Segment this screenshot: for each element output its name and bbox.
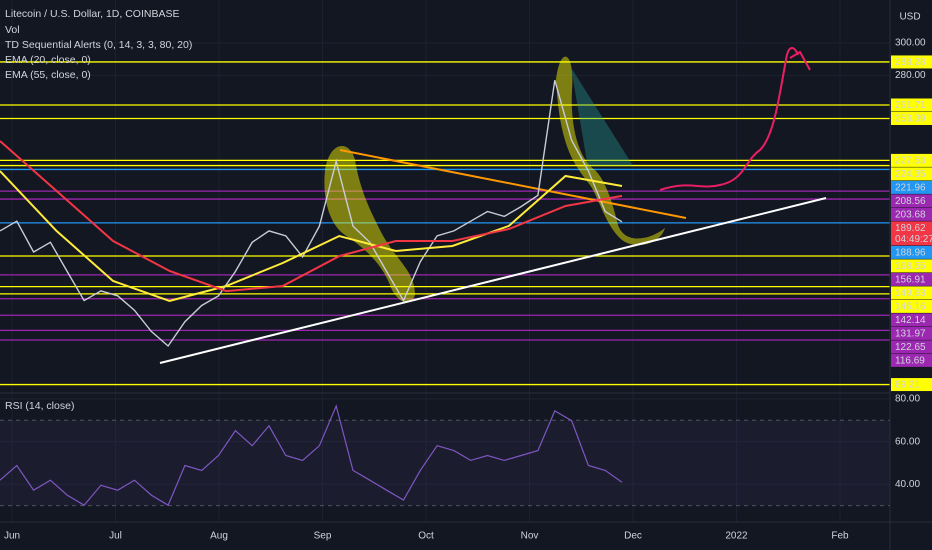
rsi-title: RSI (14, close) [5, 400, 74, 412]
price-label: 145.16 [895, 301, 926, 312]
x-tick-label: Aug [210, 531, 228, 542]
price-label: 168.55 [895, 261, 926, 272]
grid [0, 0, 890, 522]
price-label: 149.63 [895, 288, 926, 299]
price-label: 89.21 [895, 379, 920, 390]
price-label-box [891, 326, 932, 340]
price-label-box [891, 180, 932, 194]
x-tick-label: Sep [314, 531, 332, 542]
price-label-box [891, 221, 932, 246]
x-tick-label: 2022 [725, 531, 748, 542]
price-label: 253.39 [895, 113, 926, 124]
x-tick-label: Nov [521, 531, 539, 542]
indicator: TD Sequential Alerts (0, 14, 3, 3, 80, 2… [5, 39, 192, 51]
price-label-box [891, 286, 932, 300]
levels [0, 61, 890, 386]
series [0, 80, 890, 507]
price-label: 221.96 [895, 182, 926, 193]
price-label: 288.28 [895, 57, 926, 68]
line [0, 170, 623, 302]
price-label: 224.35 [895, 169, 926, 180]
highlight [324, 146, 415, 303]
price-label-box [891, 98, 932, 112]
price-label-box [891, 378, 932, 392]
price-label: 156.91 [895, 274, 926, 285]
price-label: 188.96 [895, 247, 926, 258]
price-label-box [891, 167, 932, 181]
price-label-box [891, 194, 932, 208]
x-tick-label: Dec [624, 531, 642, 542]
price-label-box [891, 153, 932, 167]
price-label-box [891, 299, 932, 313]
x-tick-label: Jun [4, 531, 20, 542]
x-tick-label: Jul [109, 531, 122, 542]
indicator: Vol [5, 24, 20, 36]
price-label-box [891, 313, 932, 327]
y-tick-label: 300.00 [895, 38, 926, 49]
triangle [571, 69, 633, 166]
axis: Jun Jul Aug Sep Oct Nov Dec 2022 Feb 280.00 300.00… [4, 38, 932, 542]
price-label: 189.62 [895, 223, 926, 234]
price-label-box [891, 340, 932, 354]
price-label-box [891, 111, 932, 125]
indicator: EMA (55, close, 0) [5, 69, 91, 81]
price-label-box [891, 245, 932, 259]
chart-title: Litecoin / U.S. Dollar, 1D, COINBASE [5, 8, 179, 20]
price-label: 227.53 [895, 155, 926, 166]
price-label-box [891, 259, 932, 273]
trend-line [159, 197, 827, 364]
price-label: 142.14 [895, 315, 926, 326]
y-tick-label: 280.00 [895, 70, 926, 81]
y-tick-label: 60.00 [895, 436, 920, 447]
trend-line [339, 149, 687, 219]
currency: USD [899, 12, 920, 23]
price-label-box [891, 353, 932, 367]
price-label: 122.65 [895, 342, 926, 353]
price-label-box [891, 272, 932, 286]
price-label: 261.71 [895, 100, 926, 111]
x-tick-label: Oct [418, 531, 434, 542]
price-label: 131.97 [895, 328, 926, 339]
countdown: 04:49:27 [895, 234, 932, 245]
line [0, 80, 623, 348]
price-label: 203.68 [895, 209, 926, 220]
line [0, 404, 623, 507]
price-label-box [891, 207, 932, 221]
price-label: 116.69 [895, 355, 925, 366]
y-tick-label: 80.00 [895, 394, 920, 405]
price-label: 208.56 [895, 196, 926, 207]
line [0, 140, 623, 293]
y-tick-label: 40.00 [895, 479, 920, 490]
price-label-box [891, 55, 932, 69]
rsi-band [0, 420, 890, 506]
x-tick-label: Feb [831, 531, 849, 542]
projection [659, 47, 811, 191]
indicator: EMA (20, close, 0) [5, 54, 91, 66]
